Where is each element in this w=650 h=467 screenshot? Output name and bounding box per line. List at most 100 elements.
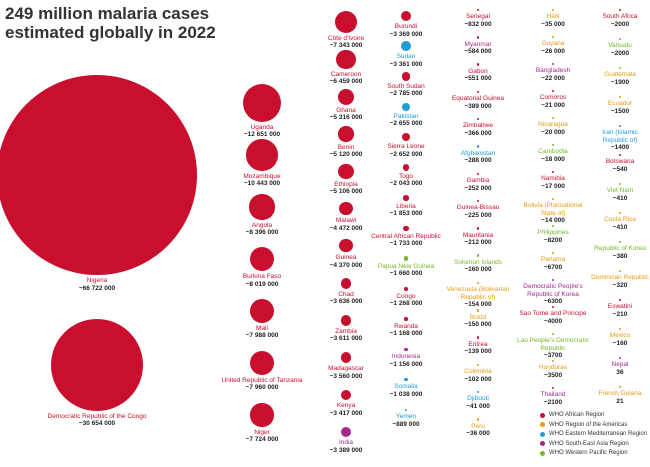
- country-name: Kenya: [336, 402, 356, 410]
- value-label: ~1 168 000: [389, 330, 423, 338]
- country-item: Mexico ~160: [589, 327, 650, 348]
- value-label: ~4 472 000: [329, 224, 363, 232]
- legend-label: WHO Western Pacific Region: [549, 450, 628, 456]
- value-label: ~3 361 000: [389, 60, 423, 68]
- country-item: Chad ~3 636 000: [309, 277, 384, 306]
- bubble: [400, 10, 412, 22]
- legend-entry: WHO African Region: [540, 412, 604, 418]
- country-item: Viet Nam ~410: [589, 182, 650, 203]
- legend-swatch: [540, 441, 545, 446]
- country-item: Guinea ~4 370 000: [309, 239, 384, 269]
- value-label: ~1 853 000: [389, 210, 423, 218]
- country-name: Pakistan: [393, 112, 419, 120]
- value-label: ~366 000: [464, 129, 492, 137]
- bubble: [0, 75, 197, 275]
- bubble: [618, 269, 622, 273]
- value-label: ~6700: [543, 263, 563, 271]
- value-label: ~26 000: [541, 47, 565, 55]
- value-label: ~410: [612, 194, 628, 202]
- bubble: [401, 72, 411, 81]
- country-name: Djibouti: [467, 395, 489, 403]
- value-label: ~389 000: [464, 102, 492, 110]
- country-item: Lao People's Democratic Republic ~3700: [516, 332, 591, 360]
- country-item: South Africa ~2000: [589, 8, 650, 29]
- value-label: ~5 106 000: [329, 188, 363, 196]
- country-item: Mozambique ~10 443 000: [217, 139, 307, 187]
- value-label: ~18 000: [541, 155, 565, 163]
- value-label: ~3 611 000: [329, 335, 363, 343]
- bubble: [249, 246, 275, 271]
- bubble: [243, 84, 281, 122]
- value-label: ~7 724 000: [245, 436, 279, 444]
- value-label: ~3700: [543, 352, 563, 360]
- country-name: Rwanda: [394, 322, 418, 330]
- country-name: Mexico: [609, 332, 631, 340]
- bubble: [250, 403, 274, 427]
- value-label: ~2 652 000: [389, 150, 423, 158]
- country-item: Haiti ~35 000: [516, 8, 591, 29]
- country-item: Guatemala ~1900: [589, 66, 650, 87]
- country-item: Colombia ~102 000: [438, 363, 518, 384]
- value-label: ~150 000: [464, 321, 492, 329]
- value-label: ~1 156 000: [389, 360, 423, 368]
- country-item: Thailand ~2100: [516, 386, 591, 407]
- country-name: Somalia: [394, 383, 418, 391]
- bubble: [618, 153, 622, 157]
- country-name: Panama: [540, 256, 566, 264]
- bubble: [340, 277, 352, 289]
- bubble: [551, 386, 555, 390]
- country-item: Dominican Republic ~320: [589, 269, 650, 290]
- bubble: [340, 389, 352, 401]
- country-name: South Africa: [602, 13, 638, 21]
- country-item: Iran (Islamic Republic of) ~1400: [589, 124, 650, 152]
- bubble: [618, 37, 622, 41]
- bubble: [618, 66, 622, 70]
- country-name: Afghanistan: [460, 149, 496, 157]
- country-name: Viet Nam: [606, 187, 634, 195]
- value-label: ~3 560 000: [329, 372, 363, 380]
- country-name: Zimbabwe: [463, 122, 493, 130]
- value-label: ~160 000: [464, 266, 492, 274]
- country-name: Côte d'Ivoire: [327, 34, 365, 42]
- bubble: [551, 143, 555, 147]
- bubble: [338, 126, 354, 142]
- value-label: ~139 000: [464, 348, 492, 356]
- bubble: [338, 163, 354, 179]
- legend-entry: WHO Western Pacific Region: [540, 450, 628, 456]
- bubble: [551, 251, 555, 255]
- bubble: [404, 408, 408, 412]
- bubble: [551, 62, 555, 66]
- bubble: [476, 145, 480, 148]
- value-label: ~1 038 000: [389, 390, 423, 398]
- country-item: Mauritania ~212 000: [438, 227, 518, 247]
- value-label: ~225 000: [464, 211, 492, 219]
- country-name: Sudan: [396, 53, 416, 61]
- bubble: [404, 378, 408, 382]
- legend-label: WHO South-East Asia Region: [549, 440, 629, 447]
- bubble: [476, 90, 480, 94]
- country-item: Yemen ~889 000: [367, 408, 445, 429]
- country-item: Zambia ~3 611 000: [309, 314, 384, 343]
- value-label: ~6 459 000: [329, 78, 363, 86]
- country-item: Liberia ~1 853 000: [367, 195, 445, 218]
- bubble: [338, 88, 354, 105]
- value-label: ~3500: [543, 371, 563, 379]
- country-item: Congo ~1 268 000: [367, 286, 445, 308]
- country-item: Senegal ~832 000: [438, 8, 518, 29]
- country-name: Zambia: [335, 327, 357, 335]
- value-label: ~30 654 000: [78, 420, 116, 428]
- value-label: ~3 389 000: [329, 446, 363, 454]
- country-name: Lao People's Democratic Republic: [516, 337, 590, 352]
- country-name: Bangladesh: [535, 67, 571, 75]
- country-name: Ghana: [336, 106, 356, 114]
- value-label: ~154 000: [464, 301, 492, 309]
- country-item: Angola ~8 396 000: [217, 194, 307, 236]
- bubble: [250, 299, 274, 323]
- bubble: [476, 63, 480, 66]
- country-name: Dominican Republic: [591, 274, 649, 282]
- value-label: ~41 000: [466, 402, 490, 410]
- legend-entry: WHO Region of the Americas: [540, 422, 627, 428]
- country-name: Mauritania: [462, 231, 494, 239]
- bubble: [618, 240, 622, 244]
